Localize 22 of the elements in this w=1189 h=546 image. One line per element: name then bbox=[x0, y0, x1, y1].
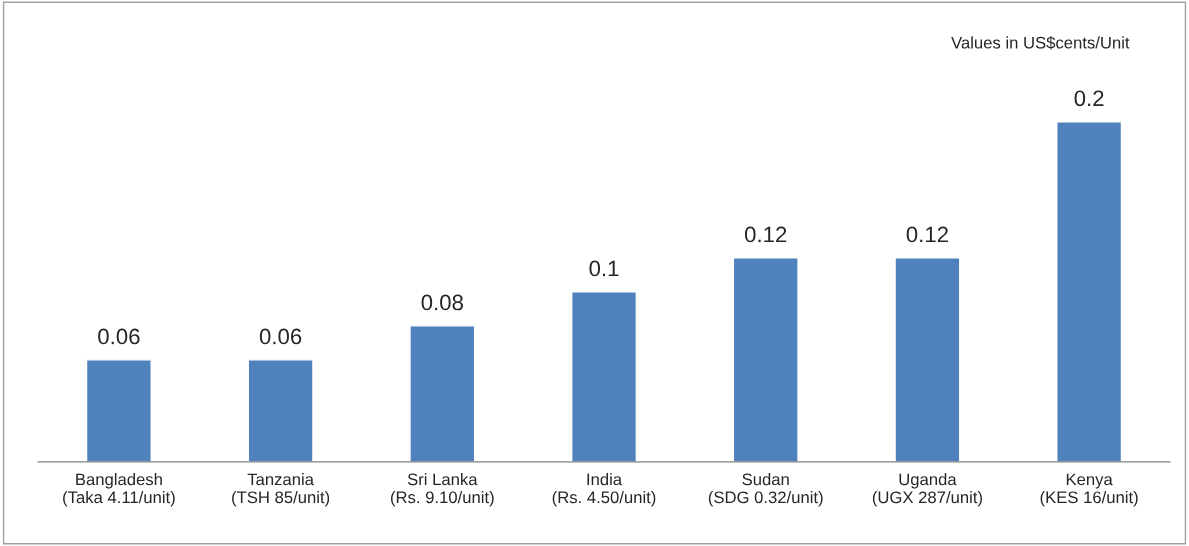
data-label: 0.08 bbox=[421, 294, 463, 311]
x-tick-label: Tanzania (TSH 85/unit) bbox=[232, 473, 330, 507]
x-tick-label: Sri Lanka (Rs. 9.10/unit) bbox=[391, 473, 494, 507]
bar bbox=[1056, 121, 1123, 462]
text: Values in US$cents/Unit bbox=[951, 36, 1130, 50]
bar bbox=[570, 291, 638, 462]
x-tick-label: Bangladesh (Taka 4.11/unit) bbox=[63, 473, 175, 507]
data-label: 0.12 bbox=[744, 226, 787, 243]
data-label: 0.1 bbox=[589, 260, 619, 277]
bar bbox=[732, 257, 799, 462]
bar bbox=[247, 359, 314, 462]
x-tick-label: India (Rs. 4.50/unit) bbox=[552, 473, 656, 507]
data-label: 0.12 bbox=[906, 226, 948, 243]
data-label: 0.2 bbox=[1074, 90, 1104, 107]
bar bbox=[894, 257, 961, 462]
bar bbox=[409, 325, 476, 462]
data-label: 0.06 bbox=[259, 328, 302, 345]
x-tick-label: Sudan (SDG 0.32/unit) bbox=[708, 473, 823, 507]
bar bbox=[85, 359, 152, 462]
data-label: 0.06 bbox=[98, 328, 140, 345]
x-tick-label: Kenya (KES 16/unit) bbox=[1040, 473, 1138, 507]
x-tick-label: Uganda (UGX 287/unit) bbox=[872, 473, 982, 507]
